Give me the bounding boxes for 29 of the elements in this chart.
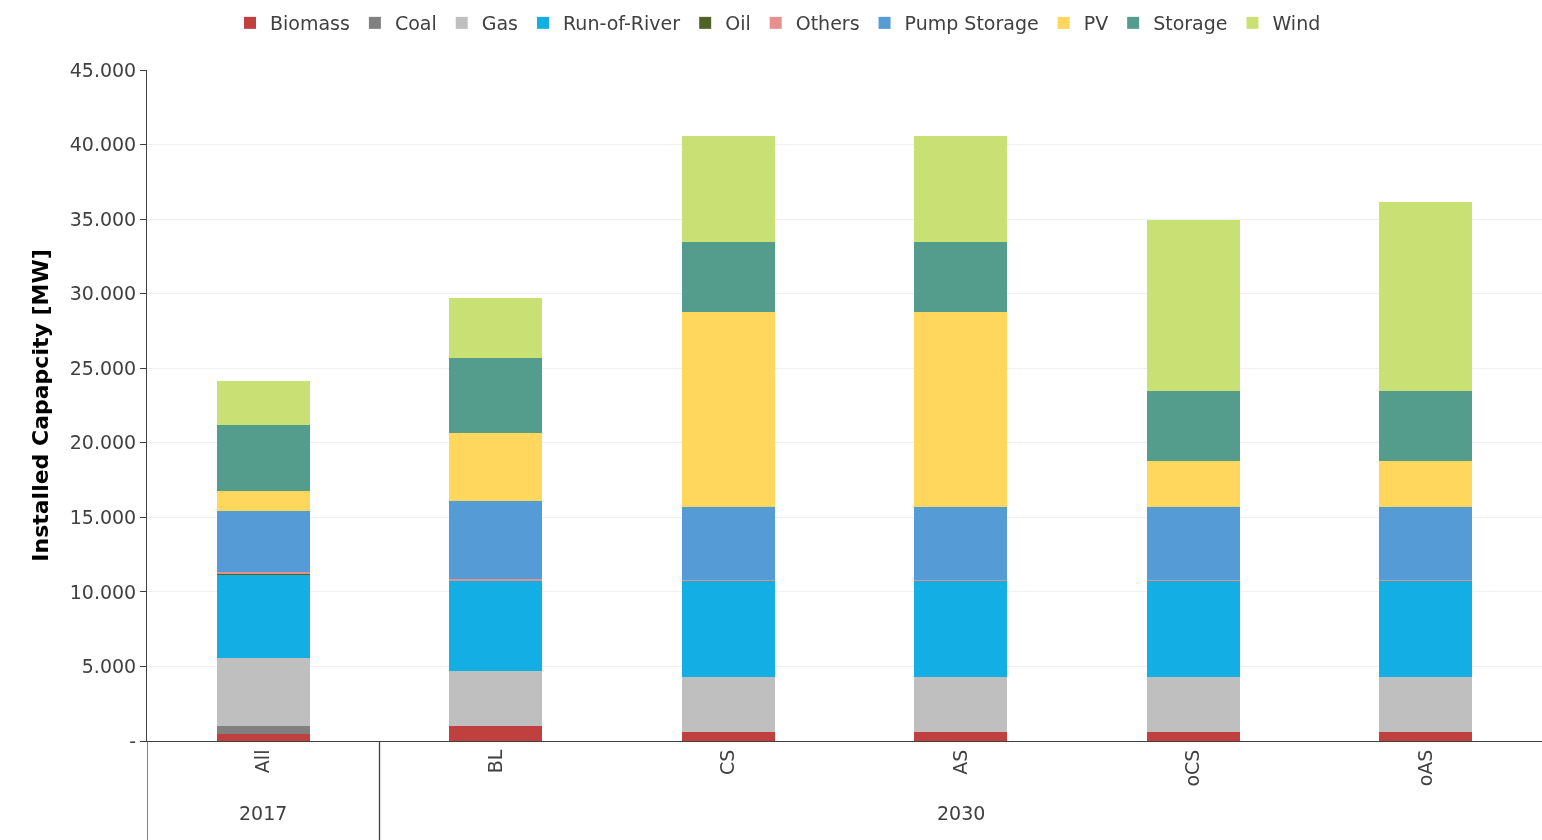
y-tick-label: 25.000 <box>69 356 137 379</box>
y-tick-label: 15.000 <box>69 505 137 528</box>
legend-label: Pump Storage <box>904 12 1039 35</box>
y-axis-title: Installed Capapcity [MW] <box>27 249 53 562</box>
legend-label: Oil <box>725 12 751 35</box>
legend-label: Coal <box>394 12 437 35</box>
y-tick-label: - <box>129 729 137 752</box>
x-tick-label: BL <box>483 749 506 774</box>
x-tick-label: All <box>251 749 274 774</box>
x-tick-label: oAS <box>1413 749 1436 787</box>
legend-label: Others <box>795 12 860 35</box>
y-tick-label: 30.000 <box>69 282 137 305</box>
y-tick-label: 35.000 <box>69 207 137 230</box>
y-tick-label: 10.000 <box>69 580 137 603</box>
y-tick-label: 5.000 <box>81 655 137 678</box>
y-tick-label: 20.000 <box>69 431 137 454</box>
x-tick-label: AS <box>948 749 971 775</box>
legend-label: Storage <box>1153 12 1228 35</box>
text: 2030 <box>937 802 986 824</box>
x-tick-label: oCS <box>1181 749 1204 787</box>
x-tick-label: CS <box>716 749 739 775</box>
legend-label: Gas <box>481 12 518 35</box>
legend-label: Biomass <box>270 12 350 35</box>
legend-label: PV <box>1083 12 1109 35</box>
y-tick-label: 40.000 <box>69 133 137 156</box>
y-tick-label: 45.000 <box>69 58 137 81</box>
text: 2017 <box>239 802 288 824</box>
legend-label: Wind <box>1272 12 1321 35</box>
legend-label: Run-of-River <box>562 12 681 35</box>
